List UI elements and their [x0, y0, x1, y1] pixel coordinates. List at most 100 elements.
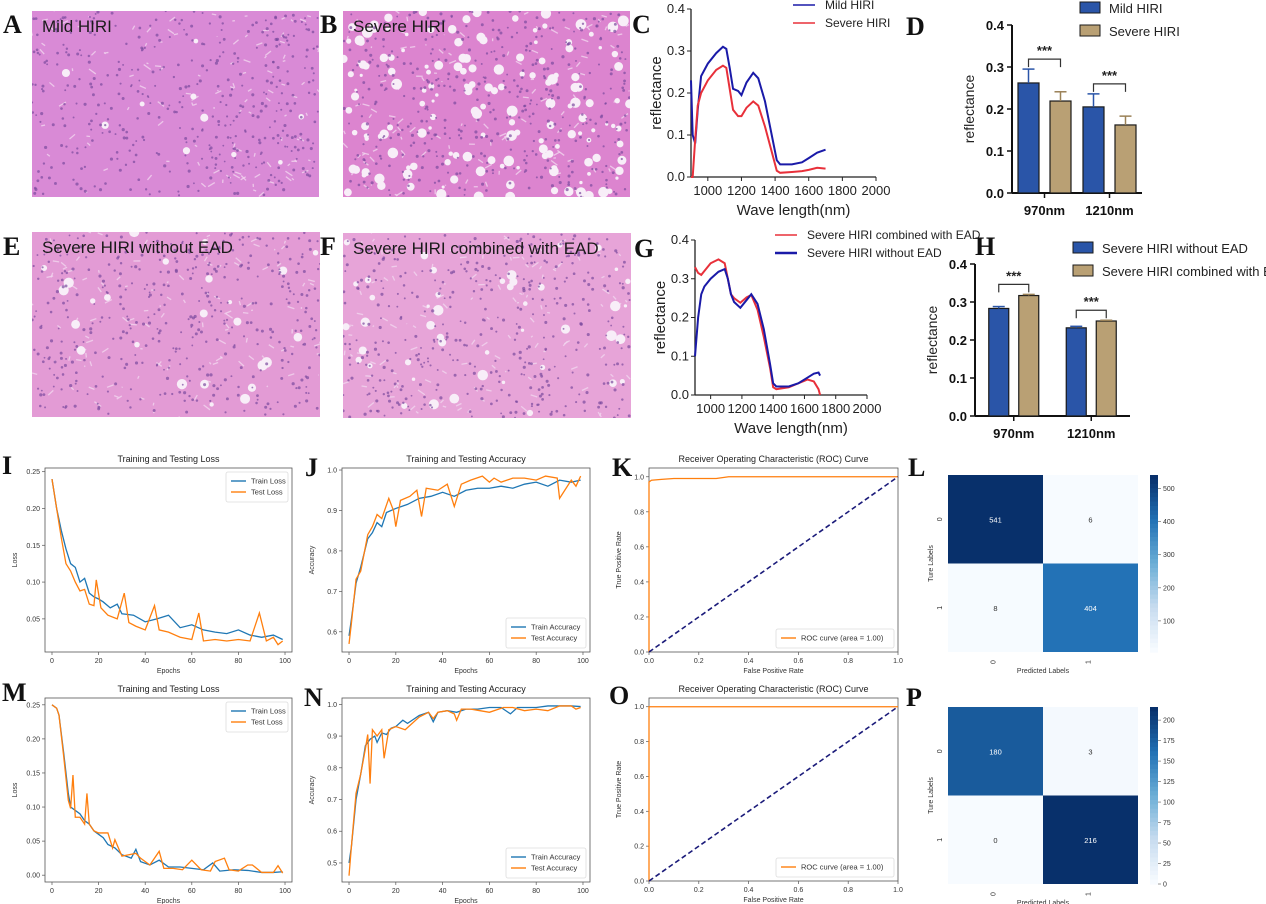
sinusoid — [287, 373, 295, 377]
diagonal-reference-line — [648, 706, 899, 882]
colorbar-segment — [1150, 505, 1158, 511]
nucleus — [262, 161, 266, 164]
bar-mild-hiri — [1017, 82, 1040, 194]
nucleus — [581, 113, 584, 116]
nucleus — [300, 138, 303, 141]
nucleus — [272, 60, 275, 64]
nucleus — [586, 333, 590, 337]
nucleus — [392, 117, 395, 120]
nucleus — [196, 83, 199, 86]
sinusoid — [391, 275, 396, 281]
colorbar-segment — [1150, 616, 1158, 622]
nucleus — [535, 251, 539, 255]
nucleus — [226, 78, 230, 82]
nucleus — [240, 263, 244, 267]
nucleus — [542, 314, 545, 317]
nucleus — [300, 255, 304, 259]
nucleus — [467, 48, 472, 52]
nucleus — [162, 254, 166, 258]
nucleus — [553, 139, 557, 142]
nucleus — [291, 55, 295, 58]
sinusoid — [296, 138, 300, 141]
sinusoid — [361, 385, 367, 388]
nucleus — [409, 357, 412, 361]
nucleus — [180, 292, 184, 296]
sinusoid — [144, 323, 150, 328]
nucleus — [508, 11, 512, 13]
y-tick-label: 0.15 — [26, 543, 40, 550]
nucleus — [262, 193, 266, 197]
nucleus — [143, 46, 146, 50]
nucleus — [387, 122, 390, 125]
sinusoid — [206, 292, 210, 296]
nucleus — [304, 23, 307, 26]
nucleus — [255, 166, 258, 169]
nucleus — [182, 95, 185, 98]
nucleus — [191, 267, 195, 270]
nucleus — [410, 133, 415, 137]
vacuole — [506, 270, 517, 280]
nucleus — [623, 79, 626, 83]
nucleus — [160, 101, 164, 105]
nucleus — [178, 347, 181, 350]
nucleus — [412, 141, 416, 145]
nucleus — [119, 235, 123, 239]
nucleus — [465, 24, 468, 28]
nucleus — [546, 159, 550, 162]
nucleus — [435, 78, 438, 82]
nucleus — [40, 270, 44, 273]
sinusoid — [192, 103, 197, 106]
nucleus — [98, 274, 102, 278]
nucleus — [261, 30, 265, 34]
nucleus — [203, 43, 206, 46]
nucleus — [255, 328, 259, 332]
vacuole — [542, 23, 548, 29]
nucleus — [129, 327, 132, 330]
nucleus — [231, 62, 235, 65]
nucleus — [269, 302, 273, 306]
y-tick-label: 0.0 — [671, 387, 689, 402]
y-axis-label: Accuracy — [309, 775, 316, 804]
significance-bracket — [1027, 58, 1062, 68]
nucleus — [168, 170, 171, 173]
nucleus — [355, 339, 358, 342]
colorbar-segment — [1150, 715, 1158, 721]
nucleus — [623, 82, 626, 85]
nucleus — [177, 194, 181, 197]
nucleus — [521, 109, 525, 113]
accuracy-chart-j: Training and Testing Accuracy0.60.70.80.… — [309, 454, 591, 675]
nucleus — [571, 302, 575, 306]
nucleus — [63, 103, 66, 106]
sinusoid — [302, 282, 306, 287]
nucleus — [597, 63, 601, 66]
cell-value: 0 — [993, 836, 997, 845]
nucleus — [440, 162, 445, 166]
nucleus — [312, 47, 315, 50]
nucleus — [313, 337, 316, 340]
sinusoid — [268, 344, 275, 349]
nucleus — [396, 56, 399, 59]
colorbar-segment — [1150, 572, 1158, 578]
nucleus — [458, 338, 462, 342]
nucleus — [213, 267, 217, 271]
nucleus — [509, 411, 513, 415]
sinusoid — [553, 151, 561, 157]
nucleus — [55, 29, 59, 33]
nucleus — [474, 59, 477, 62]
colorbar-segment — [1150, 742, 1158, 748]
nucleus — [163, 164, 167, 168]
nucleus — [565, 255, 568, 258]
nucleus — [191, 336, 194, 339]
nucleus — [429, 269, 433, 272]
nucleus — [287, 360, 290, 364]
nucleus — [301, 166, 305, 170]
x-tick-label: 0 — [991, 660, 998, 664]
y-tick-label: 0.20 — [26, 506, 40, 513]
nucleus — [93, 303, 96, 305]
nucleus — [550, 184, 555, 188]
nucleus — [455, 75, 459, 79]
nucleus — [429, 52, 433, 55]
nucleus — [260, 329, 264, 333]
nucleus — [35, 48, 39, 52]
y-tick-label: 0.5 — [327, 860, 337, 867]
